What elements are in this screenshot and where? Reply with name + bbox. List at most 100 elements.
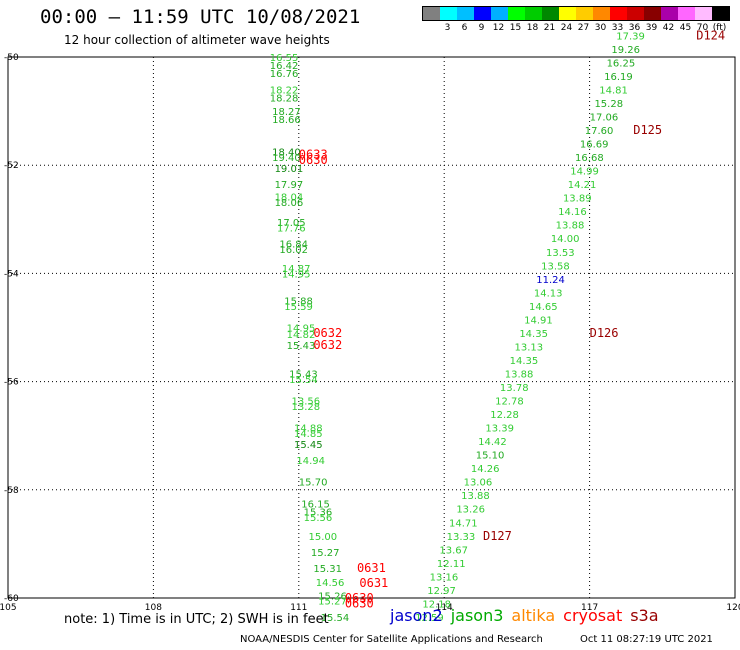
color-scale-label: 12 bbox=[492, 23, 505, 33]
wave-height-label: 13.88 bbox=[505, 369, 534, 380]
lat-tick-label: -50 bbox=[4, 53, 19, 63]
wave-height-label: 16.76 bbox=[270, 69, 299, 80]
wave-height-label: 18.40 bbox=[272, 148, 301, 159]
color-swatch bbox=[457, 7, 474, 20]
wave-height-label: 13.67 bbox=[439, 545, 468, 556]
wave-height-label: 14.21 bbox=[568, 180, 597, 191]
wave-height-label: 15.43 bbox=[287, 341, 316, 352]
wave-height-label: 18.06 bbox=[275, 198, 304, 209]
legend-item: altika bbox=[511, 606, 556, 625]
color-swatch bbox=[423, 7, 440, 20]
wave-height-label: 16.02 bbox=[279, 245, 308, 256]
color-swatch bbox=[610, 7, 627, 20]
color-scale-label: 18 bbox=[526, 23, 539, 33]
wave-height-label: 15.26 bbox=[318, 591, 347, 602]
wave-height-label: 14.91 bbox=[524, 315, 553, 326]
lon-tick-label: 117 bbox=[581, 603, 598, 613]
wave-height-label: 18.22 bbox=[270, 85, 299, 96]
color-swatch bbox=[525, 7, 542, 20]
wave-height-label: 15.27 bbox=[311, 548, 340, 559]
wave-height-label: 12.78 bbox=[495, 397, 524, 408]
pass-time-label: 0631 bbox=[357, 561, 386, 575]
wave-height-label: 15.31 bbox=[313, 564, 342, 575]
legend-item: s3a bbox=[630, 606, 659, 625]
wave-height-label: 16.19 bbox=[604, 72, 633, 83]
pass-time-label: 0630 bbox=[299, 153, 328, 167]
wave-height-label: 16.25 bbox=[607, 58, 636, 69]
wave-height-label: 14.87 bbox=[282, 264, 311, 275]
color-scale-label: 30 bbox=[594, 23, 607, 33]
color-scale-labels: 3 6 9 12 15 18 21 24 27 30 33 36 39 42 45 70 (ft) bbox=[422, 23, 740, 35]
wave-height-label: 13.39 bbox=[485, 424, 514, 435]
wave-height-label: 13.88 bbox=[556, 221, 585, 232]
wave-height-label: 17.97 bbox=[275, 180, 304, 191]
wave-height-label: 17.05 bbox=[277, 218, 306, 229]
wave-height-label: 12.97 bbox=[427, 586, 456, 597]
map-frame bbox=[7, 56, 736, 599]
wave-height-label: 15.00 bbox=[308, 532, 337, 543]
wave-height-label: 14.35 bbox=[510, 356, 539, 367]
color-scale-label: 3 bbox=[444, 23, 451, 33]
wave-height-label: 13.06 bbox=[464, 478, 493, 489]
lat-tick-label: -54 bbox=[4, 269, 19, 279]
wave-height-label: 14.82 bbox=[287, 330, 316, 341]
wave-height-label: 17.39 bbox=[616, 31, 645, 42]
pass-time-label: 0630 bbox=[345, 591, 374, 605]
wave-height-label: 15.56 bbox=[304, 513, 333, 524]
axis-ticks: 105 108 111 114 117 120 -50 -52 -54 -56 -58 -60 bbox=[0, 53, 740, 613]
wave-height-label: 14.88 bbox=[294, 424, 323, 435]
lat-tick-label: -52 bbox=[4, 161, 19, 171]
wave-height-label: 15.45 bbox=[294, 440, 323, 451]
wave-height-label: 18.66 bbox=[272, 115, 301, 126]
wave-height-label: 18.28 bbox=[270, 94, 299, 105]
wave-height-label: 13.16 bbox=[430, 572, 459, 583]
pass-time-label: 0633 bbox=[299, 147, 328, 161]
wave-height-label: 15.59 bbox=[284, 302, 313, 313]
wave-height-label: 17.06 bbox=[590, 113, 619, 124]
wave-height-label: 17.76 bbox=[277, 223, 306, 234]
grid-lines bbox=[8, 57, 735, 598]
pass-time-label: 0631 bbox=[359, 576, 388, 590]
footer-agency: NOAA/NESDIS Center for Satellite Applica… bbox=[240, 634, 543, 645]
color-swatch bbox=[593, 7, 610, 20]
wave-height-label: 13.89 bbox=[563, 194, 592, 205]
wave-height-label: 12.18 bbox=[422, 599, 451, 610]
color-scale-label: 36 bbox=[628, 23, 641, 33]
satellite-legend: jason2 jason3 altika cryosat s3a bbox=[390, 606, 667, 625]
color-scale-label: 42 bbox=[662, 23, 675, 33]
wave-height-label: 19.01 bbox=[275, 164, 304, 175]
wave-height-label: 19.26 bbox=[611, 45, 640, 56]
wave-height-label: 14.35 bbox=[519, 329, 548, 340]
wave-height-label: 16.69 bbox=[580, 140, 609, 151]
color-scale-label: 33 bbox=[611, 23, 624, 33]
wave-height-label: 15.43 bbox=[289, 369, 318, 380]
wave-height-label: 13.13 bbox=[514, 342, 543, 353]
color-swatch bbox=[695, 7, 712, 20]
wave-height-label: 15.10 bbox=[476, 451, 505, 462]
lon-tick-label: 108 bbox=[145, 603, 162, 613]
wave-height-label: 14.65 bbox=[529, 302, 558, 313]
pass-time-label: 0630 bbox=[345, 596, 374, 610]
wave-height-label: 14.85 bbox=[294, 429, 323, 440]
chart-subtitle: 12 hour collection of altimeter wave hei… bbox=[64, 33, 330, 47]
wave-height-label: 13.26 bbox=[456, 505, 485, 516]
color-scale-label: 9 bbox=[478, 23, 485, 33]
wave-height-label: 14.95 bbox=[287, 324, 316, 335]
note-text: note: 1) Time is in UTC; 2) SWH is in fe… bbox=[64, 612, 329, 627]
color-swatch bbox=[491, 7, 508, 20]
color-scale-label: 70 bbox=[696, 23, 709, 33]
wave-height-label: 14.71 bbox=[449, 518, 478, 529]
lon-tick-label: 111 bbox=[290, 603, 307, 613]
wave-height-label: 12.11 bbox=[437, 559, 466, 570]
wave-height-label: 15.88 bbox=[284, 296, 313, 307]
color-scale-label: 27 bbox=[577, 23, 590, 33]
pass-time-label: D127 bbox=[483, 529, 512, 543]
color-swatch bbox=[712, 7, 729, 20]
color-scale-label: 24 bbox=[560, 23, 573, 33]
wave-height-label: 15.70 bbox=[299, 478, 328, 489]
wave-height-label: 16.15 bbox=[301, 499, 330, 510]
color-swatch bbox=[508, 7, 525, 20]
color-scale-label: 21 bbox=[543, 23, 556, 33]
wave-height-label: 16.42 bbox=[270, 61, 299, 72]
